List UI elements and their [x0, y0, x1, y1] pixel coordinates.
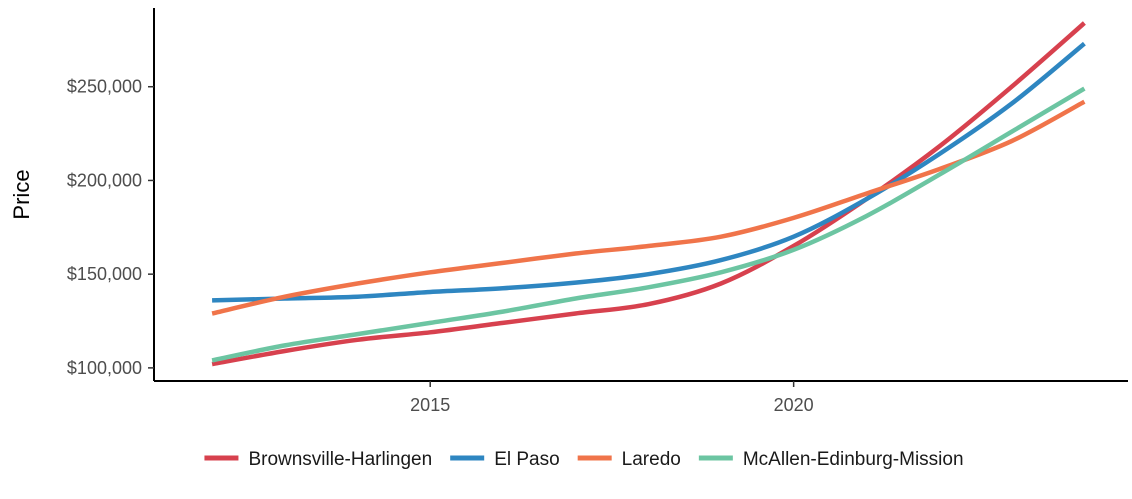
series-line-mcallen-edinburg-mission — [211, 86, 1086, 363]
y-tick-label: $200,000 — [67, 170, 142, 190]
legend-item-el-paso: El Paso — [450, 449, 560, 470]
legend-label: Laredo — [622, 449, 681, 470]
series-line-brownsville-harlingen — [211, 21, 1086, 367]
y-tick-label: $100,000 — [67, 358, 142, 378]
x-tick-label: 2015 — [410, 395, 450, 415]
legend-item-mcallen-edinburg-mission: McAllen-Edinburg-Mission — [698, 449, 964, 470]
legend-label: Brownsville-Harlingen — [248, 449, 432, 470]
legend-label: El Paso — [494, 449, 559, 470]
axes-layer — [153, 8, 1128, 382]
series-layer — [211, 21, 1086, 367]
legend: Brownsville-Harlingen El Paso Laredo McAlle… — [204, 449, 964, 470]
series-line-laredo — [211, 99, 1086, 316]
legend-item-brownsville-harlingen: Brownsville-Harlingen — [204, 449, 432, 470]
legend-item-laredo: Laredo — [577, 449, 681, 470]
y-axis-title: Price — [9, 169, 34, 219]
series-line-el-paso — [212, 41, 1086, 303]
ticks-layer: $100,000 $150,000 $200,000 $250,000 2015 2020 — [67, 77, 814, 415]
x-tick-label: 2020 — [774, 395, 814, 415]
y-tick-label: $150,000 — [67, 264, 142, 284]
y-tick-label: $250,000 — [67, 77, 142, 97]
legend-label: McAllen-Edinburg-Mission — [743, 449, 964, 470]
